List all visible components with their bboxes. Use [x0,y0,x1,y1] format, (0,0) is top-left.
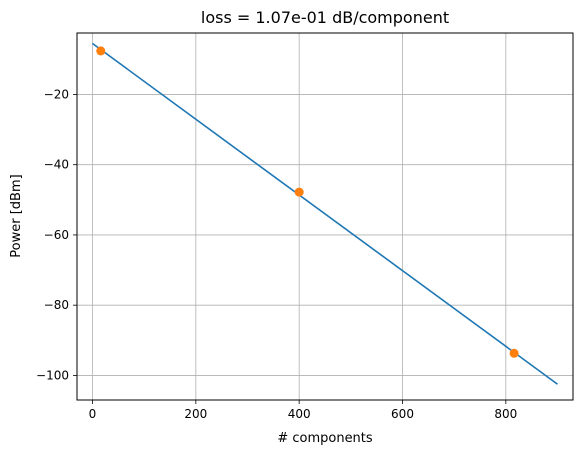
y-tick-label: −100 [36,368,69,382]
plot-frame [76,32,574,401]
y-tick-label: −40 [44,158,69,172]
x-tick-label: 800 [494,407,517,421]
y-tick-label: −80 [44,298,69,312]
y-axis-label: Power [dBm] [9,174,24,257]
x-tick-label: 600 [391,407,414,421]
y-axis-ticks: −100 −80 −60 −40 −20 [36,87,77,382]
fit-line [92,42,558,385]
y-tick-label: −20 [44,87,69,101]
x-axis-label: # components [277,431,373,446]
series-layer [92,42,558,385]
grid-lines [77,33,573,400]
x-tick-label: 0 [89,407,97,421]
x-tick-label: 400 [288,407,311,421]
data-point [96,46,106,56]
data-point [509,348,519,358]
y-tick-label: −60 [44,228,69,242]
x-axis-ticks: 0 200 400 600 800 [89,400,517,421]
chart-title: loss = 1.07e-01 dB/component [201,8,449,27]
data-point [294,187,304,197]
x-tick-label: 200 [184,407,207,421]
